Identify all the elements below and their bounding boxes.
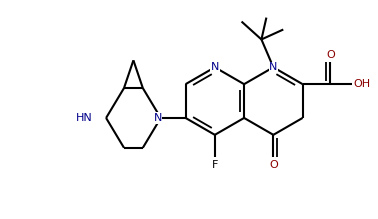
Text: O: O (326, 50, 335, 60)
Text: N: N (211, 62, 219, 72)
Text: F: F (212, 160, 218, 170)
Text: N: N (153, 113, 162, 123)
Text: OH: OH (354, 79, 371, 89)
Text: HN: HN (76, 113, 92, 123)
Text: N: N (269, 62, 277, 72)
Text: O: O (269, 160, 278, 170)
